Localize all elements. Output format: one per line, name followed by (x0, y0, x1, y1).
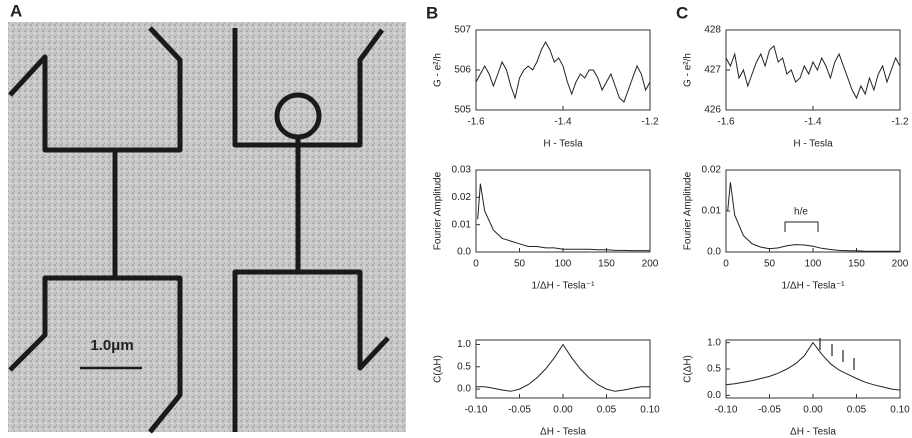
x-tick-label: -0.05 (758, 405, 781, 416)
annotation: h/e (794, 207, 808, 218)
y-tick-label: 0.0 (707, 390, 721, 401)
data-line (477, 183, 650, 252)
x-tick-label: 150 (598, 259, 615, 270)
x-tick-label: -1.4 (804, 117, 822, 128)
plot-frame (475, 169, 651, 253)
x-tick-label: 0.05 (597, 405, 617, 416)
data-line (475, 40, 651, 103)
scale-bar-label: 1.0μm (90, 337, 133, 354)
y-tick-label: 426 (704, 105, 721, 116)
panel-label: B (426, 3, 438, 22)
data-line (725, 45, 901, 100)
x-tick-label: -1.4 (554, 117, 572, 128)
y-tick-label: 0.0 (457, 384, 471, 395)
y-tick-label: 427 (704, 65, 721, 76)
x-tick-label: -1.2 (891, 117, 909, 128)
x-axis-label: 1/ΔH - Tesla⁻¹ (532, 281, 596, 292)
x-tick-label: 50 (764, 259, 776, 270)
x-tick-label: 200 (892, 259, 909, 270)
data-line (727, 182, 900, 252)
x-tick-label: 0.05 (847, 405, 867, 416)
data-line (725, 341, 901, 391)
x-tick-label: 0.10 (890, 405, 910, 416)
x-axis-label: H - Tesla (543, 139, 583, 150)
plot-frame (475, 29, 651, 111)
y-tick-label: 0.5 (707, 364, 721, 375)
plot-frame (725, 29, 901, 111)
y-axis-label: G - e²/h (433, 53, 444, 87)
plot-frame (725, 339, 901, 399)
x-tick-label: 100 (805, 259, 822, 270)
x-axis-label: 1/ΔH - Tesla⁻¹ (782, 281, 846, 292)
y-axis-label: G - e²/h (683, 53, 694, 87)
y-axis-label: Fourier Amplitude (683, 171, 694, 250)
x-axis-label: H - Tesla (793, 139, 833, 150)
x-tick-label: 0 (473, 259, 479, 270)
x-tick-label: 0.10 (640, 405, 660, 416)
y-axis-label: C(ΔH) (683, 355, 694, 383)
plot-frame (725, 169, 901, 253)
x-tick-label: 0 (723, 259, 729, 270)
x-tick-label: -1.2 (641, 117, 659, 128)
y-tick-label: 428 (704, 25, 721, 36)
y-tick-label: 0.0 (457, 247, 471, 258)
panel-label: C (676, 3, 688, 22)
x-tick-label: -0.05 (508, 405, 531, 416)
y-tick-label: 0.02 (452, 192, 472, 203)
y-tick-label: 506 (454, 65, 471, 76)
data-line (476, 343, 650, 392)
x-tick-label: -1.6 (467, 117, 485, 128)
x-tick-label: 50 (514, 259, 526, 270)
y-tick-label: 0.5 (457, 361, 471, 372)
y-tick-label: 507 (454, 25, 471, 36)
y-tick-label: 0.03 (452, 165, 472, 176)
y-tick-label: 0.01 (702, 206, 722, 217)
x-tick-label: -0.10 (715, 405, 738, 416)
y-axis-label: C(ΔH) (433, 355, 444, 383)
x-tick-label: 0.00 (803, 405, 823, 416)
micrograph: 1.0μm (8, 22, 406, 434)
x-axis-label: ΔH - Tesla (790, 427, 836, 438)
y-tick-label: 505 (454, 105, 471, 116)
annotation-bracket (784, 221, 819, 232)
y-axis-label: Fourier Amplitude (433, 171, 444, 250)
x-tick-label: 100 (555, 259, 572, 270)
panel-label: A (10, 1, 22, 20)
plot-frame (475, 339, 651, 399)
x-axis-label: ΔH - Tesla (540, 427, 586, 438)
y-tick-label: 0.0 (707, 247, 721, 258)
y-tick-label: 0.02 (702, 165, 722, 176)
x-tick-label: 0.00 (553, 405, 573, 416)
x-tick-label: -1.6 (717, 117, 735, 128)
y-tick-label: 1.0 (707, 337, 721, 348)
x-tick-label: 150 (848, 259, 865, 270)
y-tick-label: 0.01 (452, 219, 472, 230)
x-tick-label: 200 (642, 259, 659, 270)
y-tick-label: 1.0 (457, 339, 471, 350)
x-tick-label: -0.10 (465, 405, 488, 416)
